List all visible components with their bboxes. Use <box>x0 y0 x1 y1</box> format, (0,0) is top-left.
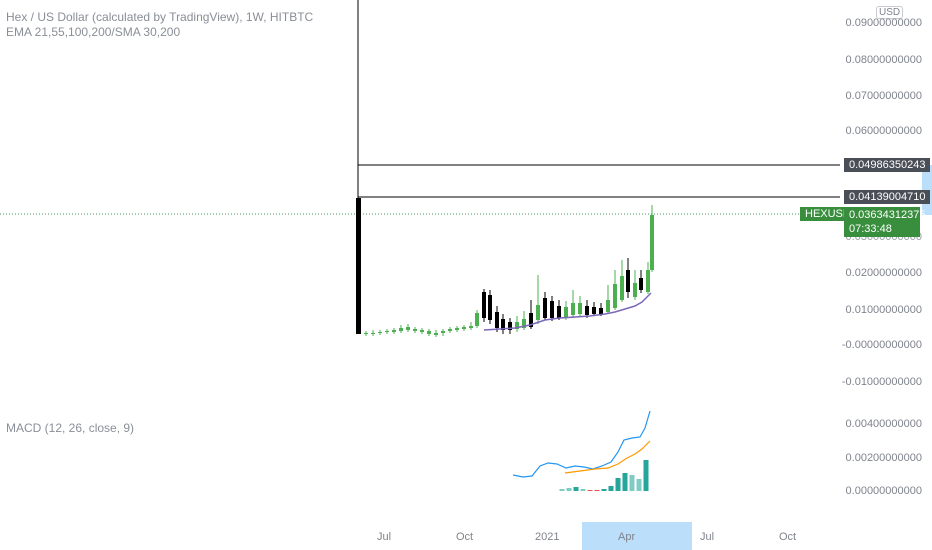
price-label: 0.01000000000 <box>845 304 922 316</box>
candle-body <box>592 307 596 314</box>
macd-bar <box>587 490 593 491</box>
candle-body <box>606 300 610 312</box>
candle-body <box>462 327 466 329</box>
price-label: 0.07000000000 <box>845 90 922 102</box>
candle-body <box>371 333 375 334</box>
candle-body <box>571 303 575 315</box>
candle-body <box>399 328 403 331</box>
candle-body <box>385 331 389 332</box>
macd-bar <box>622 473 628 491</box>
macd-bar <box>601 489 607 491</box>
candle-body <box>378 332 382 333</box>
macd-line <box>512 410 651 478</box>
indicator-legend[interactable]: EMA 21,55,100,200/SMA 30,200 <box>6 25 181 39</box>
macd-bar <box>559 489 565 491</box>
candle-body <box>434 333 438 335</box>
candle-body <box>364 333 368 334</box>
macd-histogram <box>559 460 649 491</box>
price-label: 0.08000000000 <box>845 54 922 66</box>
time-label: Oct <box>456 531 474 543</box>
candle-body <box>441 331 445 333</box>
macd-axis-label: 0.00200000000 <box>845 452 922 464</box>
bar-countdown: 07:33:48 <box>849 223 892 235</box>
last-price-tag: 0.03634312375 07:33:48 <box>844 207 926 237</box>
macd-bar <box>594 490 600 491</box>
macd-signal-line <box>564 440 651 474</box>
time-label: Oct <box>779 531 797 543</box>
candle-body <box>448 329 452 331</box>
macd-bar <box>580 489 586 491</box>
time-label: Jul <box>377 531 392 543</box>
macd-bar <box>566 488 572 491</box>
crosshair-low-tag: 0.04139004710 <box>844 190 931 204</box>
candle-body <box>495 312 499 328</box>
candle-body <box>420 330 424 332</box>
candle-body <box>650 215 654 270</box>
candle-body <box>522 319 526 328</box>
price-label: -0.01000000000 <box>841 376 922 388</box>
macd-axis-label: 0.00000000000 <box>845 485 922 497</box>
candle-body <box>501 319 505 330</box>
candle-body <box>515 322 519 329</box>
time-label: Apr <box>618 531 636 543</box>
price-label: 0.06000000000 <box>845 125 922 137</box>
currency-button[interactable]: USD <box>876 6 904 19</box>
candle-body <box>585 306 589 315</box>
candle-body <box>455 328 459 330</box>
ema-line <box>483 292 652 331</box>
candle-body <box>543 298 547 318</box>
last-price-value: 0.03634312375 <box>849 209 926 221</box>
candle-body <box>413 329 417 331</box>
candle-body <box>482 292 486 318</box>
price-label: 0.02000000000 <box>845 267 922 279</box>
candle-body <box>427 331 431 334</box>
macd-axis-label: 0.00400000000 <box>845 418 922 430</box>
crosshair-high-tag: 0.04986350243 <box>844 158 931 172</box>
candle-body <box>564 307 568 317</box>
candle-body <box>392 330 396 332</box>
price-label: 0.09000000000 <box>845 17 922 29</box>
candle-body <box>633 283 637 297</box>
candle-body <box>550 301 554 318</box>
symbol-tag: HEXUSD <box>800 207 856 221</box>
time-label: Jul <box>700 531 715 543</box>
candle-body <box>613 284 617 308</box>
candle-body <box>646 270 650 292</box>
macd-bar <box>643 460 649 491</box>
candle-body <box>626 270 630 292</box>
macd-bar <box>615 478 621 491</box>
macd-bar <box>629 475 635 491</box>
chart-title: Hex / US Dollar (calculated by TradingVi… <box>6 10 314 24</box>
candle-body <box>508 322 512 330</box>
candle-body <box>578 303 582 314</box>
candle-body <box>639 278 643 290</box>
macd-legend[interactable]: MACD (12, 26, close, 9) <box>6 421 135 435</box>
macd-bar <box>636 479 642 491</box>
time-range-highlight <box>582 522 692 550</box>
candles <box>364 205 654 337</box>
candle-body <box>599 308 603 314</box>
candle-body <box>475 313 479 326</box>
candle-body <box>529 313 533 327</box>
candle-body <box>620 276 624 300</box>
candle-body <box>469 326 473 328</box>
candle-body <box>536 305 540 320</box>
macd-bar <box>573 487 579 491</box>
candle-body <box>488 295 492 320</box>
candle-body <box>557 306 561 318</box>
first-candle <box>356 198 361 334</box>
candle-body <box>406 327 410 330</box>
price-label: -0.00000000000 <box>841 339 922 351</box>
macd-bar <box>608 486 614 491</box>
time-label: 2021 <box>535 531 560 543</box>
